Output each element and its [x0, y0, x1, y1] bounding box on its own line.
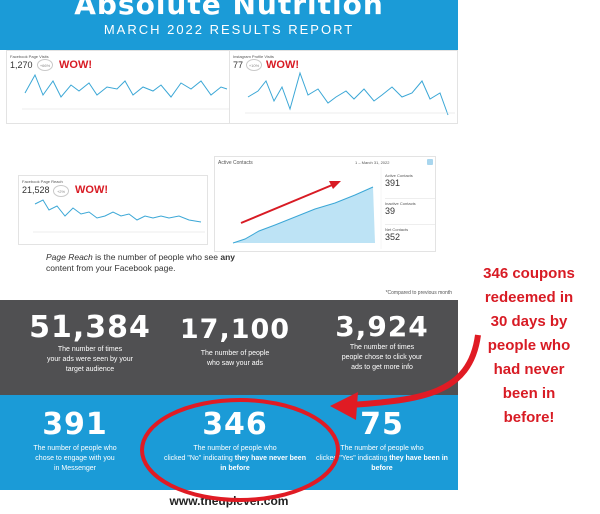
callout-line: 346 coupons	[483, 265, 575, 282]
stat-bold: they have been in before	[371, 455, 448, 472]
report-subtitle: MARCH 2022 RESULTS REPORT	[103, 22, 355, 37]
facebook-visits-line	[22, 73, 229, 110]
stat-line: clicked "Yes" indicating they have been …	[312, 454, 452, 474]
reach-text-end: content from your Facebook page.	[46, 263, 176, 273]
metric-value: 352	[385, 232, 401, 242]
stat-line: The number of people who	[340, 445, 424, 452]
calendar-icon[interactable]	[427, 159, 433, 165]
active-contacts-chart: Active Contacts 1 – March 31, 2022 Activ…	[214, 156, 436, 252]
metric-inactive: Inactive Contacts 39	[385, 199, 435, 225]
metric-label: Inactive Contacts	[385, 201, 416, 206]
stat-line: chose to engage with you	[35, 455, 115, 462]
reach-text: is the number of people who see	[92, 252, 221, 262]
stat-line: clicked "No" indicating they have never …	[160, 454, 310, 474]
reach-bold: any	[220, 252, 236, 262]
instagram-visits-line	[245, 71, 455, 116]
facebook-reach-line	[33, 199, 205, 233]
stat-number: 3,924	[335, 310, 429, 343]
metric-label: Active Contacts	[385, 173, 413, 178]
wow-label: WOW!	[59, 59, 92, 71]
chart-value: 77	[233, 60, 244, 70]
chart-label: Facebook Page Visits	[10, 54, 49, 59]
stat-line: target audience	[65, 366, 115, 373]
report-banner: Absolute Nutrition MARCH 2022 RESULTS RE…	[0, 0, 458, 50]
stat-number: 17,100	[179, 314, 291, 345]
wow-label: WOW!	[75, 184, 108, 196]
wow-label: WOW!	[266, 59, 299, 71]
reach-note: Page Reach is the number of people who s…	[46, 252, 246, 274]
contact-metrics: Active Contacts 391 Inactive Contacts 39…	[385, 173, 435, 251]
stat-text: clicked "Yes" indicating	[316, 455, 390, 462]
chart-title: Active Contacts	[218, 160, 253, 166]
facebook-visits-chart: Facebook Page Visits 1,270 +66% WOW!	[6, 50, 232, 124]
stat-number: 75	[360, 407, 404, 442]
messenger-stats-band: 391 The number of people who chose to en…	[0, 395, 458, 490]
callout-line: 30 days by	[490, 313, 568, 330]
stat-line: your ads were seen by your	[47, 356, 133, 363]
metric-net: Net Contacts 352	[385, 225, 435, 251]
stat-text: clicked "No" indicating	[164, 455, 235, 462]
stat-line: people chose to click your	[341, 354, 423, 361]
stat-line: The number of times	[57, 346, 123, 353]
facebook-reach-chart: Facebook Page Reach 21,528 +2% WOW!	[18, 175, 208, 245]
stat-number: 391	[42, 407, 108, 442]
reach-stat: 17,100 The number of people who saw your…	[170, 314, 300, 369]
percent-badge: +10%	[246, 59, 262, 71]
stat-line: The number of people who	[33, 445, 117, 452]
stat-number: 346	[202, 407, 268, 442]
business-name: Absolute Nutrition	[74, 0, 384, 21]
active-contacts-area	[232, 167, 382, 249]
percent-badge: +2%	[53, 185, 69, 197]
chart-label: Facebook Page Reach	[22, 179, 63, 184]
impressions-stat: 51,384 The number of times your ads were…	[20, 310, 160, 375]
report-page: Absolute Nutrition MARCH 2022 RESULTS RE…	[0, 0, 458, 508]
percent-badge: +66%	[37, 59, 53, 71]
stat-line: The number of people who	[193, 445, 277, 452]
stat-line: The number of people	[200, 350, 270, 357]
metric-value: 391	[385, 178, 401, 188]
chart-value: 1,270	[10, 60, 33, 70]
chart-label: Instagram Profile Visits	[233, 54, 274, 59]
coupon-callout: 346 coupons redeemed in 30 days by peopl…	[460, 262, 598, 430]
ad-stats-band: 51,384 The number of times your ads were…	[0, 300, 458, 395]
chart-value: 21,528	[22, 185, 50, 195]
metric-label: Net Contacts	[385, 227, 409, 232]
instagram-visits-chart: Instagram Profile Visits 77 +10% WOW!	[229, 50, 458, 124]
website-url[interactable]: www.theuplever.com	[169, 494, 289, 508]
returning-customers-stat: 75 The number of people who clicked "Yes…	[312, 407, 452, 474]
metric-active: Active Contacts 391	[385, 173, 435, 199]
clicks-stat: 3,924 The number of times people chose t…	[312, 310, 452, 373]
stat-line: The number of times	[349, 344, 415, 351]
callout-line: before!	[503, 409, 555, 426]
callout-line: been in	[502, 385, 556, 402]
reach-term: Page Reach	[46, 252, 93, 262]
metric-value: 39	[385, 206, 396, 216]
stat-line: in Messenger	[53, 465, 97, 472]
stat-line: who saw your ads	[206, 360, 264, 367]
callout-line: redeemed in	[484, 289, 574, 306]
date-range: 1 – March 31, 2022	[355, 160, 390, 165]
callout-line: had never	[493, 361, 565, 378]
stat-number: 51,384	[29, 310, 151, 345]
comparison-note: *Compared to previous month	[385, 290, 452, 296]
callout-line: people who	[487, 337, 571, 354]
messenger-stat: 391 The number of people who chose to en…	[0, 407, 150, 474]
stat-line: ads to get more info	[351, 364, 413, 371]
new-customers-stat: 346 The number of people who clicked "No…	[160, 407, 310, 474]
